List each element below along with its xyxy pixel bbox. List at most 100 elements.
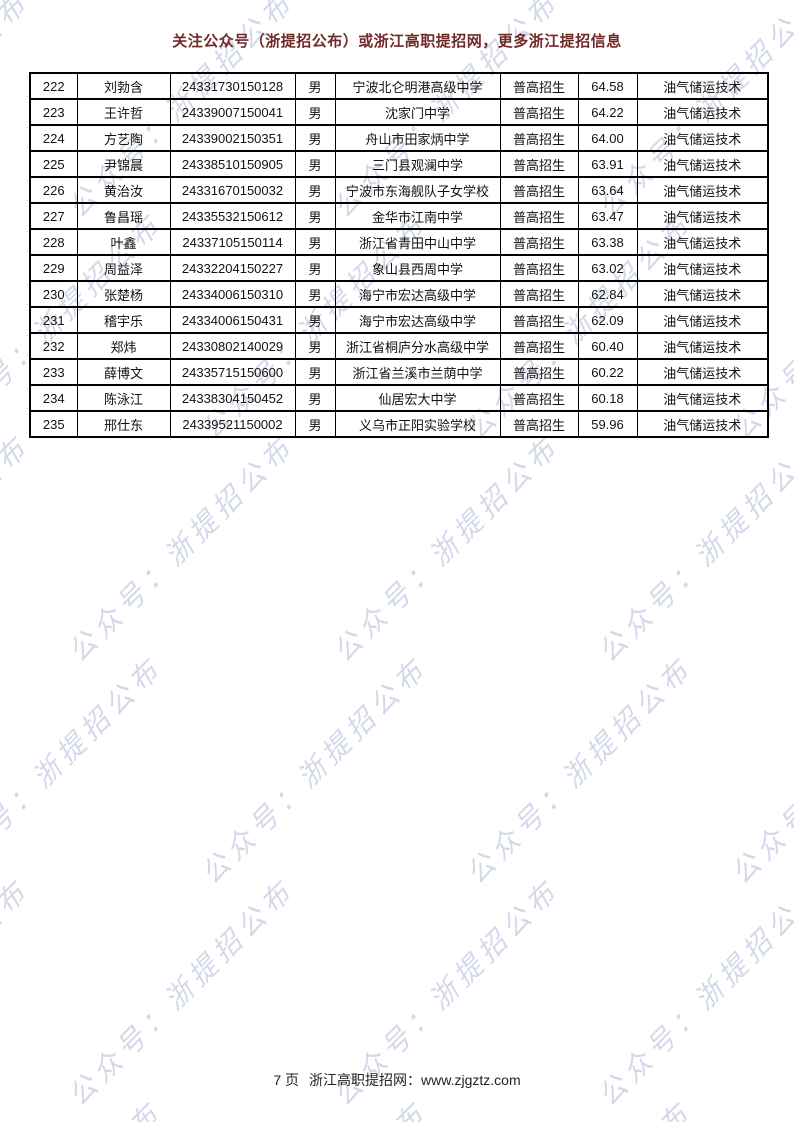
cell-exam_id: 24334006150310 <box>169 280 296 308</box>
table-row: 231 稽宇乐 24334006150431 男海宁市宏达高级中学 普高招生 62.09 油… <box>29 306 769 334</box>
table-row: 225 尹锦晨 24338510150905 男三门县观澜中学 普高招生 63.91 油气储… <box>29 150 769 178</box>
cell-major: 油气储运技术 <box>636 124 769 152</box>
table-row: 222 刘勃含 24331730150128 男宁波北仑明港高级中学 普高招生 64.58… <box>29 72 769 100</box>
cell-school: 金华市江南中学 <box>334 202 501 230</box>
cell-category: 普高招生 <box>499 254 579 282</box>
watermark-text: 公众号：浙提招公布 <box>326 429 567 669</box>
watermark-text: 公众号：浙提招公布 <box>456 0 701 4</box>
cell-exam_id: 24332204150227 <box>169 254 296 282</box>
watermark-text: 公众号：浙提招公布 <box>194 651 435 891</box>
cell-major: 油气储运技术 <box>636 384 769 412</box>
cell-category: 普高招生 <box>499 202 579 230</box>
cell-name: 郑炜 <box>76 332 171 360</box>
cell-no: 235 <box>29 410 78 438</box>
cell-no: 223 <box>29 98 78 126</box>
cell-exam_id: 24335715150600 <box>169 358 296 386</box>
cell-no: 228 <box>29 228 78 256</box>
header-notice: 关注公众号（浙提招公布）或浙江高职提招网，更多浙江提招信息 <box>172 33 622 50</box>
cell-school: 浙江省青田中山中学 <box>334 228 501 256</box>
watermark-text: 公众号：浙提招公布 <box>721 0 794 4</box>
table-row: 235 邢仕东 24339521150002 男义乌市正阳实验学校 普高招生 59.96 油… <box>29 410 769 438</box>
cell-no: 232 <box>29 332 78 360</box>
cell-no: 225 <box>29 150 78 178</box>
cell-school: 三门县观澜中学 <box>334 150 501 178</box>
cell-score: 63.64 <box>577 176 638 204</box>
cell-category: 普高招生 <box>499 176 579 204</box>
table-row: 233 薛博文 24335715150600 男浙江省兰溪市兰荫中学 普高招生 60.22… <box>29 358 769 386</box>
watermark-text: 公众号：浙提招公布 <box>591 429 794 669</box>
watermark-text: 公众号：浙提招公布 <box>0 429 37 669</box>
table-row: 232 郑炜 24330802140029 男浙江省桐庐分水高级中学 普高招生 60.40… <box>29 332 769 360</box>
cell-school: 海宁市宏达高级中学 <box>334 280 501 308</box>
cell-exam_id: 24338510150905 <box>169 150 296 178</box>
page-footer: 7 页浙江高职提招网：www.zjgztz.com <box>0 1070 794 1090</box>
admission-roster-table: 222 刘勃含 24331730150128 男宁波北仑明港高级中学 普高招生 64.58… <box>29 72 769 438</box>
cell-school: 舟山市田家炳中学 <box>334 124 501 152</box>
cell-major: 油气储运技术 <box>636 72 769 100</box>
cell-gender: 男 <box>294 124 336 152</box>
watermark-text: 公众号：浙提招公布 <box>61 429 302 669</box>
cell-name: 稽宇乐 <box>76 306 171 334</box>
cell-no: 227 <box>29 202 78 230</box>
cell-gender: 男 <box>294 202 336 230</box>
page-number: 7 页 <box>273 1072 300 1088</box>
cell-score: 60.40 <box>577 332 638 360</box>
table-row: 223 王许哲 24339007150041 男沈家门中学 普高招生 64.22 油气储运技… <box>29 98 769 126</box>
cell-category: 普高招生 <box>499 72 579 100</box>
cell-school: 浙江省桐庐分水高级中学 <box>334 332 501 360</box>
cell-major: 油气储运技术 <box>636 228 769 256</box>
cell-school: 海宁市宏达高级中学 <box>334 306 501 334</box>
cell-score: 60.22 <box>577 358 638 386</box>
cell-name: 黄治汝 <box>76 176 171 204</box>
table-row: 229 周益泽 24332204150227 男象山县西周中学 普高招生 63.02 油气储… <box>29 254 769 282</box>
cell-school: 仙居宏大中学 <box>334 384 501 412</box>
cell-gender: 男 <box>294 228 336 256</box>
table-row: 230 张楚杨 24334006150310 男海宁市宏达高级中学 普高招生 62.84 油… <box>29 280 769 308</box>
cell-score: 64.22 <box>577 98 638 126</box>
cell-score: 59.96 <box>577 410 638 438</box>
cell-exam_id: 24331670150032 <box>169 176 296 204</box>
cell-name: 王许哲 <box>76 98 171 126</box>
cell-category: 普高招生 <box>499 98 579 126</box>
cell-major: 油气储运技术 <box>636 358 769 386</box>
watermark-text: 公众号：浙提招公布 <box>191 0 436 4</box>
cell-name: 周益泽 <box>76 254 171 282</box>
cell-major: 油气储运技术 <box>636 98 769 126</box>
cell-exam_id: 24334006150431 <box>169 306 296 334</box>
cell-name: 方艺陶 <box>76 124 171 152</box>
cell-no: 224 <box>29 124 78 152</box>
cell-category: 普高招生 <box>499 228 579 256</box>
watermark-text: 公众号：浙提招公布 <box>0 0 171 4</box>
cell-gender: 男 <box>294 306 336 334</box>
cell-name: 刘勃含 <box>76 72 171 100</box>
cell-exam_id: 24335532150612 <box>169 202 296 230</box>
cell-exam_id: 24339002150351 <box>169 124 296 152</box>
watermark-text: 公众号：浙提招公布 <box>459 651 700 891</box>
cell-gender: 男 <box>294 332 336 360</box>
cell-exam_id: 24330802140029 <box>169 332 296 360</box>
cell-score: 60.18 <box>577 384 638 412</box>
cell-gender: 男 <box>294 98 336 126</box>
cell-category: 普高招生 <box>499 384 579 412</box>
cell-no: 226 <box>29 176 78 204</box>
site-label: 浙江高职提招网：www.zjgztz.com <box>309 1072 521 1088</box>
table-row: 227 鲁昌瑶 24335532150612 男金华市江南中学 普高招生 63.47 油气储… <box>29 202 769 230</box>
cell-name: 陈泳江 <box>76 384 171 412</box>
cell-score: 63.38 <box>577 228 638 256</box>
cell-score: 63.47 <box>577 202 638 230</box>
cell-category: 普高招生 <box>499 332 579 360</box>
cell-school: 义乌市正阳实验学校 <box>334 410 501 438</box>
cell-no: 234 <box>29 384 78 412</box>
cell-school: 宁波市东海舰队子女学校 <box>334 176 501 204</box>
cell-category: 普高招生 <box>499 150 579 178</box>
cell-school: 象山县西周中学 <box>334 254 501 282</box>
cell-category: 普高招生 <box>499 280 579 308</box>
watermark-text: 公众号：浙提招公布 <box>724 651 794 891</box>
cell-exam_id: 24338304150452 <box>169 384 296 412</box>
cell-school: 沈家门中学 <box>334 98 501 126</box>
cell-major: 油气储运技术 <box>636 306 769 334</box>
cell-major: 油气储运技术 <box>636 254 769 282</box>
cell-name: 叶鑫 <box>76 228 171 256</box>
cell-category: 普高招生 <box>499 124 579 152</box>
cell-score: 62.84 <box>577 280 638 308</box>
